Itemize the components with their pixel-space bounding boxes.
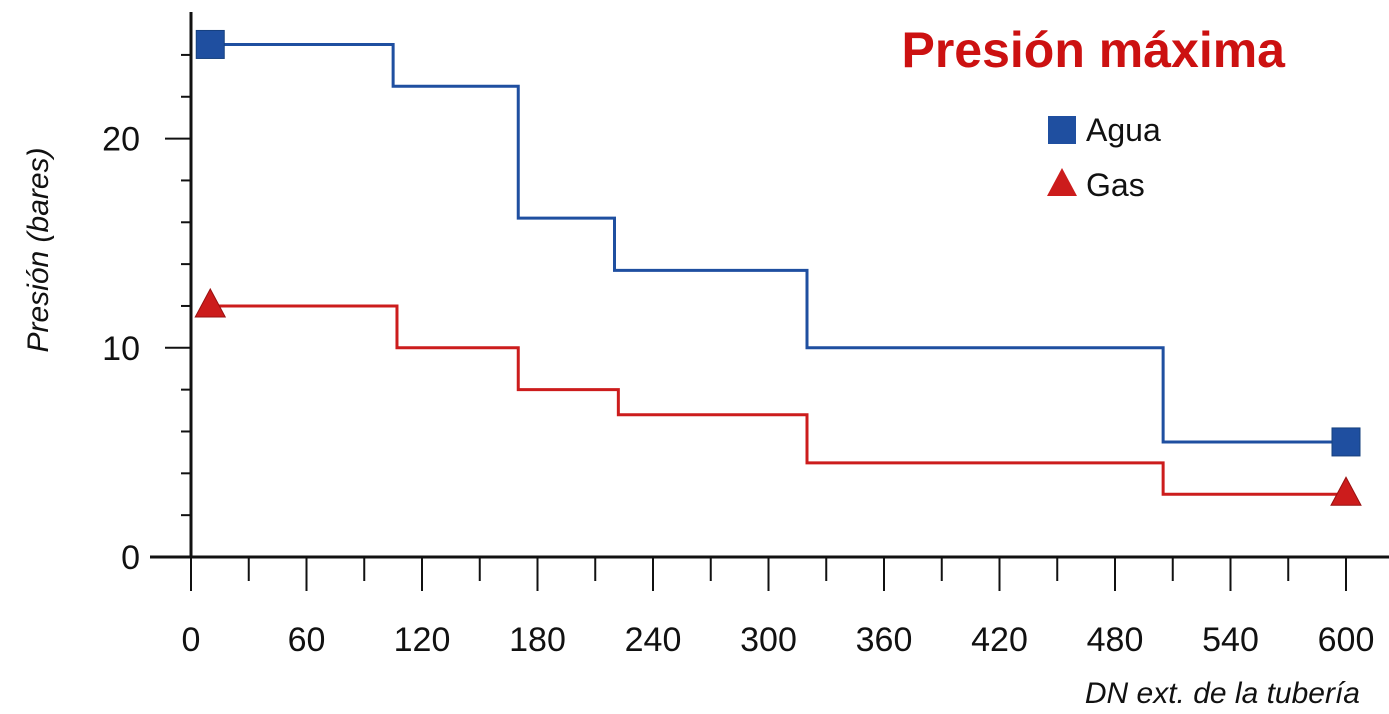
agua-marker bbox=[195, 29, 225, 59]
x-tick-label: 240 bbox=[625, 621, 682, 659]
x-tick-label: 120 bbox=[394, 621, 451, 659]
y-tick-label: 20 bbox=[102, 121, 140, 159]
x-tick-label: 60 bbox=[288, 621, 326, 659]
agua-marker bbox=[1331, 427, 1361, 457]
agua-step-line bbox=[210, 42, 1346, 444]
legend: Agua Gas bbox=[1047, 112, 1161, 203]
series-layer bbox=[194, 29, 1362, 506]
gas-marker bbox=[194, 287, 227, 318]
x-tick-label: 480 bbox=[1087, 621, 1144, 659]
x-tick-label: 0 bbox=[182, 621, 201, 659]
y-tick-label: 0 bbox=[121, 539, 140, 577]
y-tick-label: 10 bbox=[102, 330, 140, 368]
gas-marker bbox=[1330, 476, 1362, 506]
legend-agua-swatch bbox=[1048, 116, 1076, 144]
x-tick-label: 540 bbox=[1202, 621, 1259, 659]
gas-series bbox=[194, 287, 1362, 506]
chart-title: Presión máxima bbox=[901, 22, 1286, 78]
legend-label: Agua bbox=[1086, 112, 1161, 148]
x-axis-title: DN ext. de la tubería bbox=[1085, 677, 1360, 710]
agua-series bbox=[195, 29, 1361, 457]
x-tick-label: 360 bbox=[856, 621, 913, 659]
legend-gas-swatch bbox=[1047, 168, 1077, 196]
x-tick-label: 300 bbox=[740, 621, 797, 659]
legend-label: Gas bbox=[1086, 167, 1145, 203]
axes: 0 60 120 180 240 300 360 420 480 540 600 0 10 20 bbox=[102, 12, 1389, 659]
x-tick-label: 600 bbox=[1318, 621, 1375, 659]
x-tick-label: 420 bbox=[971, 621, 1028, 659]
gas-step-line bbox=[210, 304, 1346, 496]
x-tick-label: 180 bbox=[509, 621, 566, 659]
y-axis-title: Presión (bares) bbox=[22, 147, 55, 352]
